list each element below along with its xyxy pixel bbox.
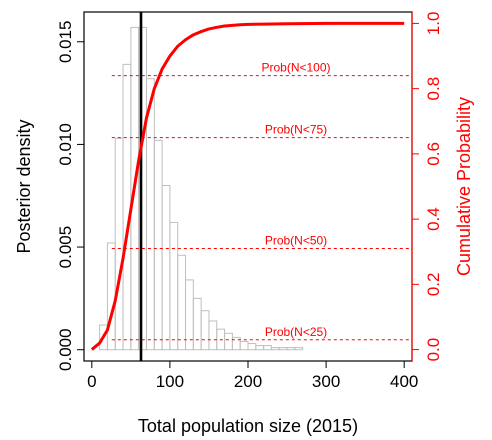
histogram-bar bbox=[122, 63, 132, 351]
x-tick-label: 0 bbox=[87, 372, 96, 391]
histogram-bar bbox=[286, 347, 296, 351]
threshold-label: Prob(N<50) bbox=[265, 233, 327, 247]
histogram-bar bbox=[192, 297, 202, 351]
histogram-bar bbox=[200, 310, 210, 351]
y2-tick-label: 0.2 bbox=[424, 273, 443, 297]
histogram-bar bbox=[208, 320, 218, 351]
x-axis: 0 100 200 300 400 bbox=[87, 361, 418, 391]
histogram-bar bbox=[185, 279, 194, 351]
cumulative-curve bbox=[90, 21, 405, 351]
cumulative-line bbox=[90, 21, 405, 351]
x-tick-label: 400 bbox=[390, 372, 418, 391]
x-tick-label: 300 bbox=[312, 372, 340, 391]
y2-tick-label: 0.0 bbox=[424, 338, 443, 362]
histogram-bar bbox=[114, 137, 124, 351]
y-tick-label: 0.005 bbox=[56, 226, 75, 269]
histogram-bar bbox=[263, 345, 272, 351]
threshold-lines: Prob(N<100) Prob(N<75) Prob(N<50) Prob(N<25… bbox=[111, 61, 412, 341]
x-axis-label: Total population size (2015) bbox=[138, 416, 358, 436]
histogram-bar bbox=[247, 343, 257, 351]
y-tick-label: 0.000 bbox=[56, 328, 75, 371]
histogram-bar bbox=[153, 139, 163, 351]
y-tick-label: 0.015 bbox=[56, 20, 75, 63]
histogram-bar bbox=[294, 347, 304, 351]
y-axis-left: 0.000 0.005 0.010 0.015 bbox=[56, 20, 84, 371]
histogram-bar bbox=[239, 340, 249, 351]
x-tick-label: 200 bbox=[234, 372, 262, 391]
x-tick-label: 100 bbox=[156, 372, 184, 391]
histogram-bar bbox=[231, 336, 241, 351]
histogram-bar bbox=[169, 221, 179, 351]
histogram-bar bbox=[106, 242, 116, 351]
histogram-bar bbox=[161, 184, 171, 351]
y-axis-label: Posterior density bbox=[14, 119, 34, 253]
y2-tick-label: 0.6 bbox=[424, 142, 443, 166]
histogram-bar bbox=[224, 332, 233, 351]
threshold-label: Prob(N<100) bbox=[261, 61, 330, 75]
y-tick-label: 0.010 bbox=[56, 123, 75, 166]
histogram-bar bbox=[270, 347, 280, 351]
y2-tick-label: 0.4 bbox=[424, 207, 443, 231]
y2-axis-label: Cumulative Probability bbox=[454, 97, 474, 276]
y2-tick-label: 1.0 bbox=[424, 12, 443, 36]
threshold-label: Prob(N<25) bbox=[265, 325, 327, 339]
y-axis-right: 0.0 0.2 0.4 0.6 0.8 1.0 bbox=[411, 12, 443, 362]
histogram-bar bbox=[278, 347, 288, 351]
y2-tick-label: 0.8 bbox=[424, 77, 443, 101]
histogram-bar bbox=[255, 345, 265, 351]
histogram-bar bbox=[177, 254, 187, 351]
threshold-label: Prob(N<75) bbox=[265, 123, 327, 137]
